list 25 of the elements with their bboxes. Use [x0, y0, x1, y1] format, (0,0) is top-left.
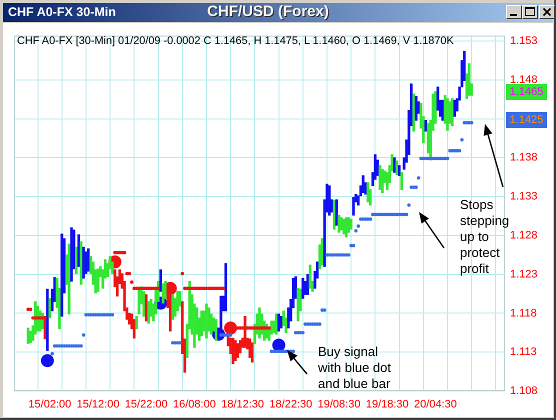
y-tick-label: 1.118 — [510, 307, 537, 320]
y-tick-label: 1.128 — [510, 229, 538, 242]
x-tick-label: 16/08:00 — [173, 398, 216, 411]
text: 1.1465 — [506, 84, 547, 100]
x-tick-label: 18/22:30 — [269, 398, 312, 411]
x-tick-label: 19/18:30 — [366, 398, 409, 411]
x-tick-label: 19/08:30 — [318, 398, 360, 411]
x-tick-label: 15/12:00 — [76, 398, 120, 411]
annotation: CHF A0-FX [30-Min] 01/20/09 -0.0002 C 1.1465, H 1.1475, L 1.1460, O 1.1469, V 1.1870K — [17, 35, 454, 48]
x-tick-label: 18/12:30 — [221, 398, 264, 411]
text: 1.1425 — [506, 112, 547, 128]
x-tick-label: 15/22:00 — [124, 398, 168, 411]
y-tick-label: 1.153 — [510, 35, 538, 48]
y-tick-label: 1.113 — [510, 346, 537, 358]
chart-title: CHF/USD (Forex) — [207, 2, 329, 22]
annotation: Buy signal with blue dot and blue bar — [318, 344, 392, 392]
y-tick-label: 1.148 — [510, 74, 538, 86]
x-tick-label: 20/04:30 — [414, 398, 457, 411]
y-tick-label: 1.138 — [510, 152, 538, 164]
annotation: Stops stepping up to protect profit — [460, 197, 510, 276]
y-tick-label: 1.123 — [510, 268, 538, 280]
y-tick-label: 1.133 — [510, 190, 538, 203]
x-tick-label: 15/02:00 — [28, 398, 72, 411]
chart-subtitle: CHF A0-FX 30-Min — [8, 4, 116, 21]
y-tick-label: 1.108 — [510, 385, 538, 398]
